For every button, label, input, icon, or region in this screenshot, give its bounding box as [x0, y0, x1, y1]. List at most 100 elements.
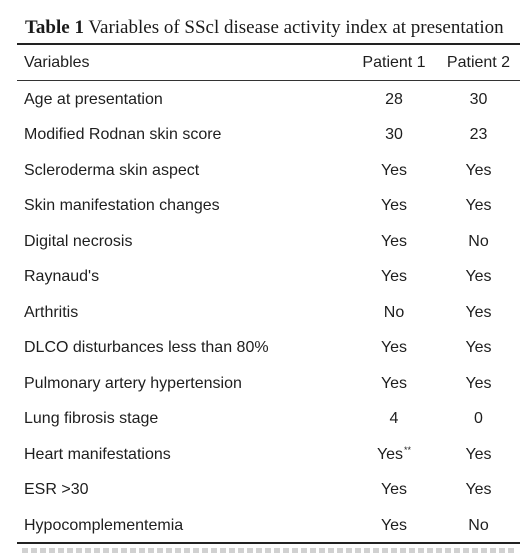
patient-2-cell-text: 30	[469, 90, 488, 108]
variable-cell: Modified Rodnan skin score	[17, 118, 351, 154]
patient-1-cell: Yes	[351, 508, 437, 544]
header-rule	[17, 80, 520, 81]
patient-1-cell: Yes**	[351, 437, 437, 473]
variable-cell: Pulmonary artery hypertension	[17, 366, 351, 402]
variable-cell: Lung fibrosis stage	[17, 402, 351, 438]
patient-1-cell-text: Yes	[380, 161, 408, 179]
patient-1-cell-text: Yes	[380, 197, 408, 215]
bottom-rule	[17, 542, 520, 544]
patient-2-cell: Yes	[437, 153, 520, 189]
patient-2-cell-text: Yes	[465, 268, 492, 286]
table-row: ESR >30 Yes Yes	[17, 473, 520, 509]
table-row: Scleroderma skin aspect Yes Yes	[17, 153, 520, 189]
column-header-patient-2: Patient 2	[446, 53, 511, 71]
variable-cell-text: Pulmonary artery hypertension	[24, 374, 242, 392]
table-row: Skin manifestation changes Yes Yes	[17, 189, 520, 225]
variable-cell-text: Raynaud's	[24, 268, 100, 286]
variable-cell: Raynaud's	[17, 260, 351, 296]
patient-2-cell: No	[437, 224, 520, 260]
variable-cell-text: Heart manifestations	[24, 445, 171, 463]
patient-1-cell: Yes	[351, 260, 437, 296]
patient-2-cell-text: Yes	[465, 339, 492, 357]
variable-cell-text: Age at presentation	[24, 90, 163, 108]
variable-cell: Age at presentation	[17, 79, 351, 118]
patient-2-cell: Yes	[437, 260, 520, 296]
table-caption-text: Variables of SScl disease activity index…	[88, 17, 504, 38]
column-header-patient-1: Patient 1	[362, 53, 426, 71]
patient-1-cell-text: Yes	[380, 232, 408, 250]
table-body: Age at presentation 28 30 Modified Rodnan s…	[17, 79, 520, 544]
table-row: Digital necrosis Yes No	[17, 224, 520, 260]
table-row: DLCO disturbances less than 80% Yes Yes	[17, 331, 520, 367]
table-caption: Table 1 Variables of SScl disease activi…	[25, 17, 504, 39]
patient-2-cell: No	[437, 508, 520, 544]
patient-1-cell-text: 4	[389, 410, 399, 428]
patient-2-cell-text: 23	[469, 126, 488, 144]
patient-2-cell-text: Yes	[465, 197, 492, 215]
variable-cell: Digital necrosis	[17, 224, 351, 260]
patient-1-cell-text: Yes	[380, 516, 408, 534]
patient-2-cell: Yes	[437, 331, 520, 367]
top-rule	[17, 43, 520, 45]
variable-cell-text: Arthritis	[24, 303, 79, 321]
patient-2-cell-text: Yes	[465, 374, 492, 392]
patient-2-cell-text: No	[468, 232, 489, 250]
cropped-footnote-line	[22, 548, 517, 553]
variable-cell: DLCO disturbances less than 80%	[17, 331, 351, 367]
table-row: Age at presentation 28 30	[17, 79, 520, 118]
variable-cell: Heart manifestations	[17, 437, 351, 473]
patient-1-cell: Yes	[351, 366, 437, 402]
variable-cell-text: Skin manifestation changes	[24, 197, 220, 215]
variable-cell-text: Lung fibrosis stage	[24, 410, 159, 428]
column-header-variables: Variables	[24, 53, 90, 71]
variable-cell: Hypocomplementemia	[17, 508, 351, 544]
patient-2-cell: Yes	[437, 366, 520, 402]
patient-1-cell: Yes	[351, 153, 437, 189]
patient-2-cell: 0	[437, 402, 520, 438]
patient-1-cell-text: 30	[385, 126, 403, 144]
variable-cell: Scleroderma skin aspect	[17, 153, 351, 189]
table-row: Raynaud's Yes Yes	[17, 260, 520, 296]
variable-cell: ESR >30	[17, 473, 351, 509]
patient-1-cell: 30	[351, 118, 437, 154]
table-row: Lung fibrosis stage 4 0	[17, 402, 520, 438]
variable-cell: Arthritis	[17, 295, 351, 331]
patient-1-cell: Yes	[351, 224, 437, 260]
table-caption-label: Table 1	[25, 17, 84, 38]
patient-1-cell-text: 28	[385, 90, 403, 108]
patient-1-cell: No	[351, 295, 437, 331]
patient-2-cell-text: No	[468, 516, 489, 534]
patient-1-cell-text: Yes	[380, 481, 408, 499]
patient-1-cell-text: Yes	[380, 374, 408, 392]
patient-2-cell-text: Yes	[465, 445, 492, 463]
patient-1-cell-text: Yes	[380, 268, 408, 286]
patient-2-cell: Yes	[437, 437, 520, 473]
patient-2-cell-text: Yes	[465, 481, 492, 499]
patient-1-cell: Yes	[351, 473, 437, 509]
patient-1-cell-text: Yes	[376, 446, 404, 464]
patient-1-cell-text: No	[383, 303, 405, 321]
variable-cell-text: Scleroderma skin aspect	[24, 161, 200, 179]
table-row: Heart manifestations Yes** Yes	[17, 437, 520, 473]
patient-1-cell: Yes	[351, 189, 437, 225]
patient-2-cell: 30	[437, 79, 520, 118]
patient-2-cell: Yes	[437, 295, 520, 331]
variable-cell-text: Modified Rodnan skin score	[24, 126, 222, 144]
variable-cell-text: Hypocomplementemia	[24, 516, 184, 534]
patient-2-cell-text: Yes	[465, 303, 492, 321]
patient-1-cell-text: Yes	[380, 339, 408, 357]
table-row: Hypocomplementemia Yes No	[17, 508, 520, 544]
variable-cell-text: DLCO disturbances less than 80%	[24, 339, 269, 357]
table-row: Modified Rodnan skin score 30 23	[17, 118, 520, 154]
patient-2-cell: Yes	[437, 189, 520, 225]
patient-2-cell: 23	[437, 118, 520, 154]
patient-1-cell: 4	[351, 402, 437, 438]
variable-cell-text: Digital necrosis	[24, 232, 133, 250]
patient-1-cell: Yes	[351, 331, 437, 367]
header-row: Variables Patient 1 Patient 2	[17, 46, 520, 79]
variable-cell-text: ESR >30	[24, 481, 89, 499]
patient-2-cell-text: 0	[474, 410, 483, 428]
patient-2-cell-text: Yes	[465, 161, 492, 179]
table-row: Arthritis No Yes	[17, 295, 520, 331]
patient-2-cell: Yes	[437, 473, 520, 509]
